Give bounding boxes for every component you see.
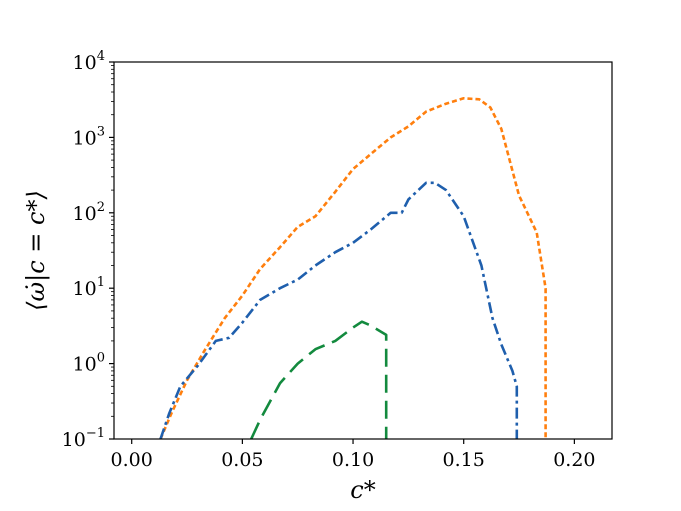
x-axis: 0.00 0.05 0.10 0.15 0.20 — [111, 439, 596, 471]
x-axis-title: c* — [350, 476, 375, 504]
x-tick-label: 0.00 — [111, 449, 153, 471]
y-axis-title: ⟨ω̇|c = c*⟩ — [22, 190, 51, 311]
series-line-2 — [159, 181, 519, 439]
y-tick-label: 101 — [73, 275, 105, 300]
y-tick-label: 104 — [73, 49, 105, 74]
series-line-3 — [250, 320, 388, 439]
y-tick-label: 102 — [73, 200, 105, 225]
series-line-1 — [159, 97, 547, 439]
y-tick-label: 103 — [73, 124, 105, 149]
x-tick-label: 0.10 — [332, 449, 374, 471]
plot-frame — [113, 61, 613, 440]
x-tick-label: 0.20 — [553, 449, 595, 471]
x-tick-label: 0.15 — [443, 449, 485, 471]
y-axis: 10−1 100 101 102 103 104 — [62, 49, 114, 451]
series-layer — [159, 97, 547, 439]
x-tick-label: 0.05 — [221, 449, 263, 471]
y-tick-label: 100 — [73, 351, 105, 376]
y-tick-label: 10−1 — [62, 426, 105, 451]
